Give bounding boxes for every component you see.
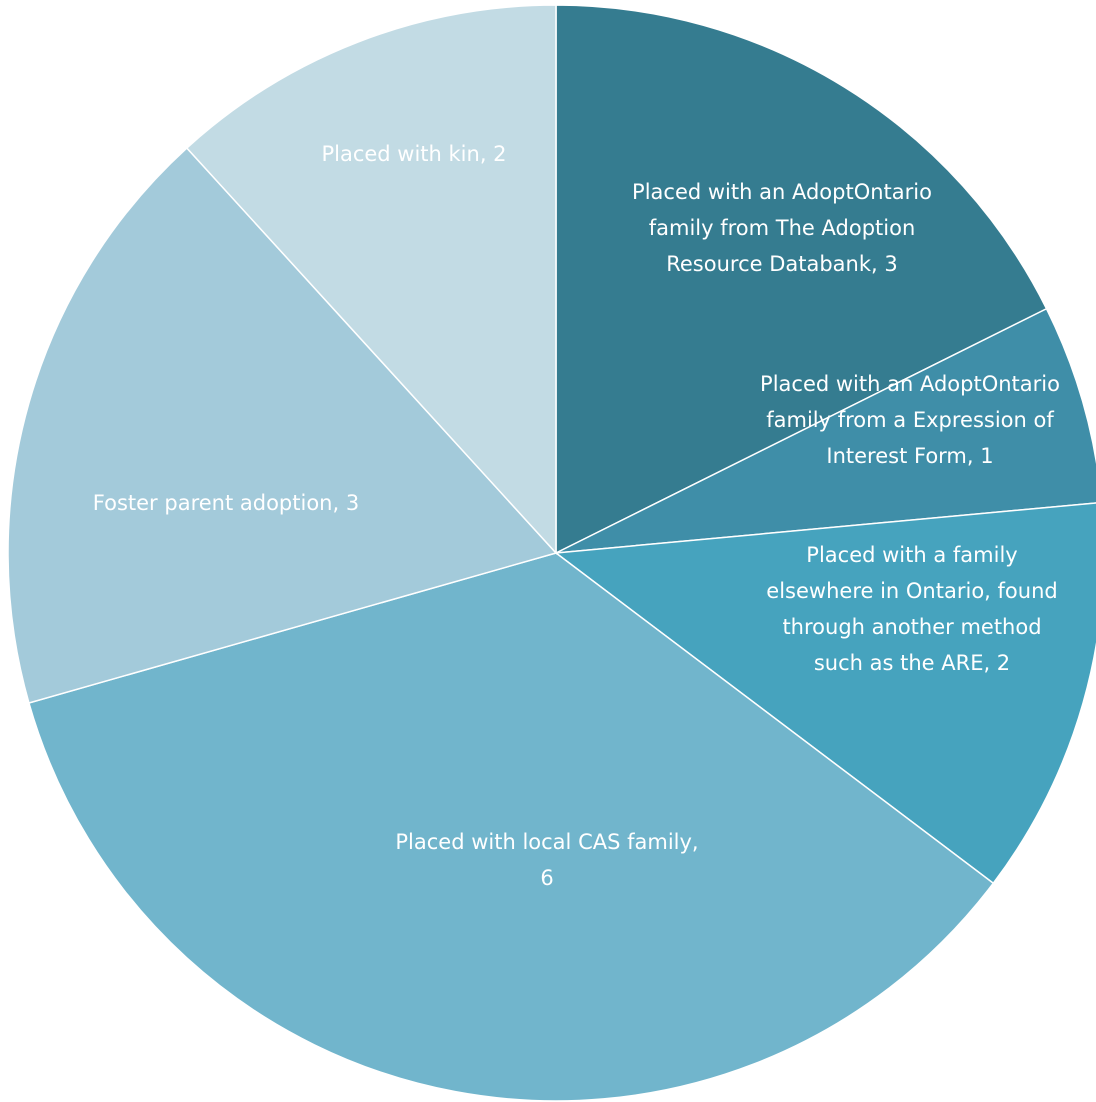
data-label-line: Placed with kin, 2 <box>321 142 506 166</box>
data-label-line: Resource Databank, 3 <box>666 252 898 276</box>
pie-slice-foster-parent-adoption <box>7 146 558 704</box>
pie-slice-placed-with-kin <box>185 4 557 555</box>
data-label-line: elsewhere in Ontario, found <box>766 579 1057 603</box>
data-label-adoptontario-eoi: Placed with an AdoptOntario family from a… <box>760 372 1060 468</box>
data-label-line: family from a Expression of <box>766 408 1054 432</box>
data-label-foster-parent-adoption: Foster parent adoption, 3 <box>93 491 359 515</box>
data-label-line: Placed with a family <box>806 543 1017 567</box>
data-label-adoptontario-databank: Placed with an AdoptOntario family from T… <box>632 180 932 276</box>
data-label-family-elsewhere-ontario: Placed with a family elsewhere in Ontario… <box>766 543 1057 675</box>
data-label-line: 6 <box>540 866 553 890</box>
pie-slice-family-elsewhere-ontario <box>554 502 1096 885</box>
data-label-line: Foster parent adoption, 3 <box>93 491 359 515</box>
data-label-line: Placed with an AdoptOntario <box>760 372 1060 396</box>
data-label-line: Interest Form, 1 <box>826 444 993 468</box>
data-label-placed-with-kin: Placed with kin, 2 <box>321 142 506 166</box>
data-label-line: through another method <box>782 615 1041 639</box>
data-label-line: family from The Adoption <box>649 216 916 240</box>
data-label-local-cas-family: Placed with local CAS family, 6 <box>395 830 698 890</box>
pie-slice-adoptontario-databank <box>555 4 1048 555</box>
pie-slice-adoptontario-eoi <box>555 307 1096 554</box>
data-label-line: such as the ARE, 2 <box>814 651 1010 675</box>
pie-slices <box>7 4 1096 1102</box>
data-label-line: Placed with local CAS family, <box>395 830 698 854</box>
pie-labels: Placed with an AdoptOntario family from T… <box>93 142 1060 890</box>
data-label-line: Placed with an AdoptOntario <box>632 180 932 204</box>
pie-slice-local-cas-family <box>27 552 995 1102</box>
